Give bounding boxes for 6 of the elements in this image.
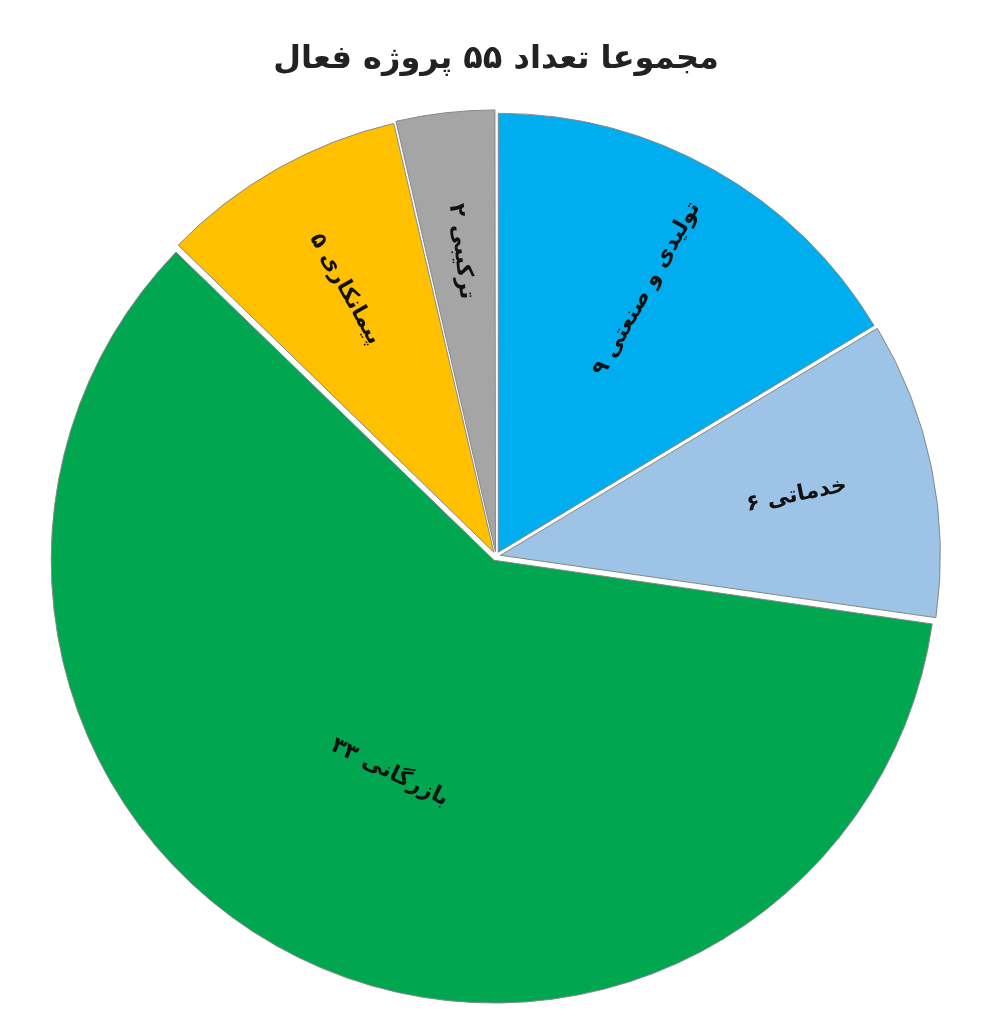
- slice-label: خدماتی ۶: [743, 471, 849, 516]
- slice-label: پیمانکاری ۵: [304, 228, 388, 349]
- chart-title: مجموعا تعداد ۵۵ پروژه فعال: [273, 37, 719, 76]
- slice-label: بازرگانی ۳۳: [327, 731, 454, 811]
- slice-label: ترکیبی ۲: [443, 202, 481, 301]
- slice-label: تولیدی و صنعتی ۹: [586, 196, 706, 381]
